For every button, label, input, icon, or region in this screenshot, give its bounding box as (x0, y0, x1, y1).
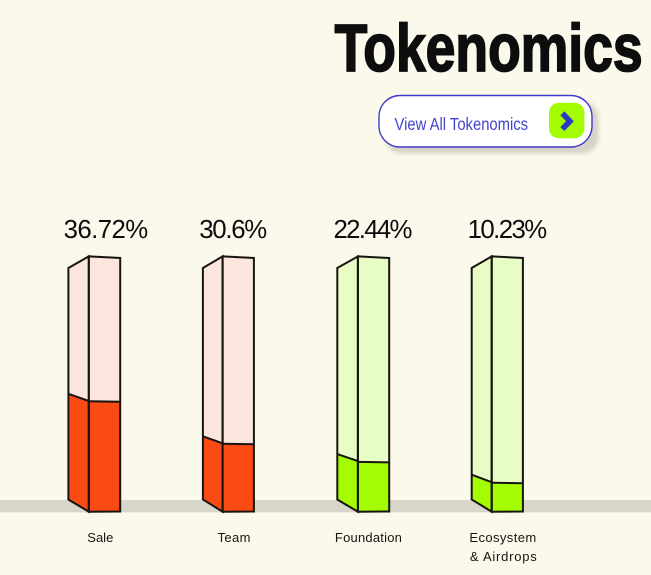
svg-text:Sale: Sale (87, 530, 113, 545)
svg-text:Foundation: Foundation (335, 530, 402, 545)
svg-text:& Airdrops: & Airdrops (470, 549, 537, 564)
svg-text:10.23%: 10.23% (468, 216, 548, 244)
svg-text:View All Tokenomics: View All Tokenomics (395, 114, 529, 134)
svg-text:22.44%: 22.44% (334, 216, 413, 244)
svg-text:Tokenomics: Tokenomics (335, 12, 643, 86)
svg-text:Team: Team (218, 530, 251, 545)
svg-text:Ecosystem: Ecosystem (469, 530, 536, 545)
svg-text:36.72%: 36.72% (64, 216, 149, 244)
svg-text:30.6%: 30.6% (199, 216, 267, 244)
